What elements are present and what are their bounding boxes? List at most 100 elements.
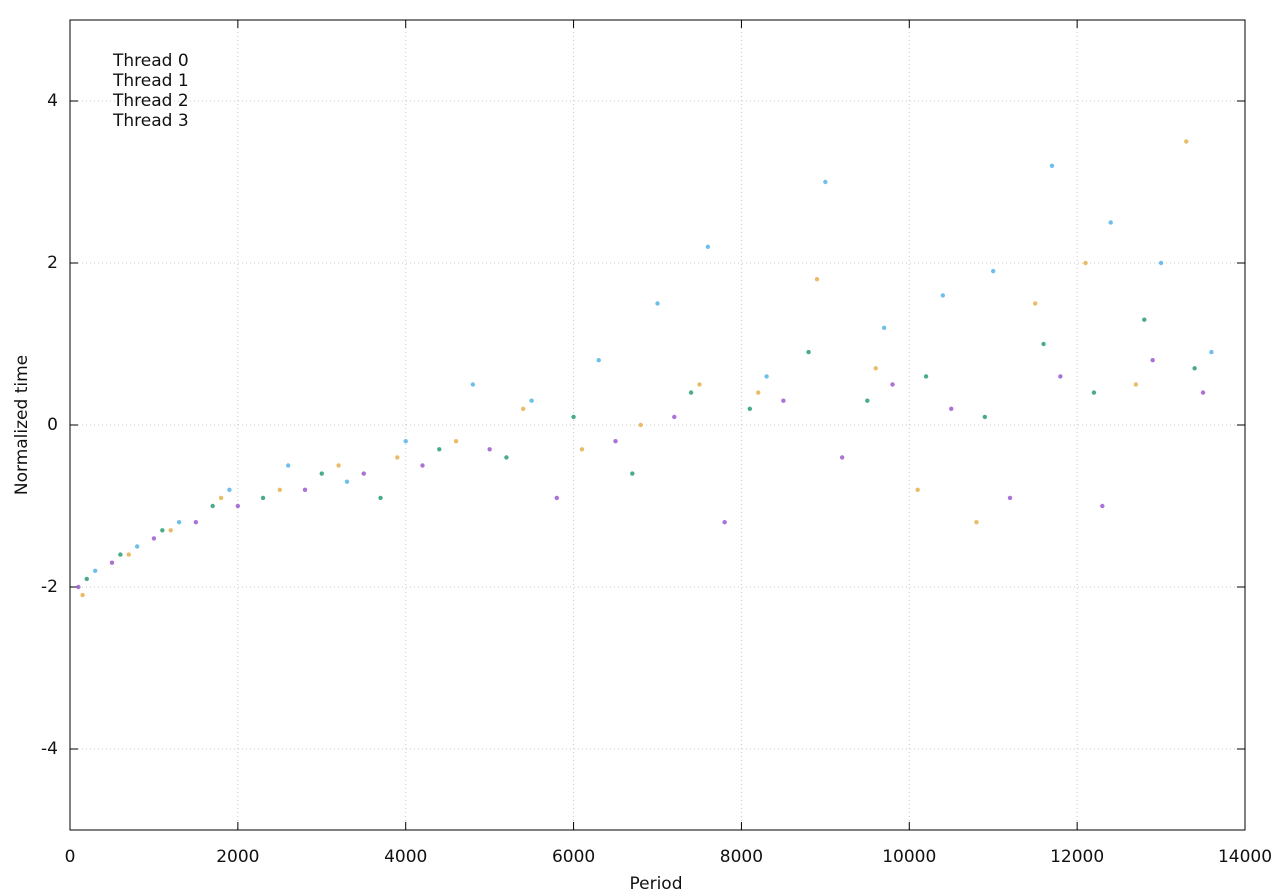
x-tick-label: 10000 bbox=[882, 847, 936, 867]
point bbox=[722, 520, 727, 525]
point bbox=[235, 503, 241, 509]
point bbox=[571, 414, 576, 420]
point bbox=[747, 406, 753, 411]
point bbox=[991, 268, 996, 274]
point bbox=[1209, 349, 1214, 355]
x-tick-label: 2000 bbox=[216, 847, 259, 867]
point bbox=[168, 528, 173, 533]
point bbox=[756, 390, 761, 395]
point bbox=[1158, 260, 1164, 266]
point bbox=[764, 374, 769, 379]
point bbox=[865, 398, 870, 403]
point bbox=[336, 463, 341, 468]
point bbox=[487, 447, 492, 452]
y-tick-label: 4 bbox=[47, 91, 58, 111]
point bbox=[92, 568, 98, 573]
point bbox=[1058, 374, 1063, 379]
point bbox=[630, 471, 635, 476]
x-tick-label: 4000 bbox=[384, 847, 427, 867]
point bbox=[420, 463, 425, 468]
point bbox=[940, 293, 946, 298]
point bbox=[84, 576, 89, 582]
point bbox=[437, 447, 442, 452]
legend-label: Thread 2 bbox=[112, 91, 189, 111]
x-tick-label: 8000 bbox=[720, 847, 763, 867]
point bbox=[118, 552, 123, 557]
point bbox=[529, 398, 534, 403]
legend-label: Thread 1 bbox=[112, 71, 189, 91]
point bbox=[890, 382, 895, 387]
y-tick-label: -4 bbox=[41, 739, 58, 759]
point bbox=[949, 406, 954, 411]
point bbox=[873, 366, 878, 371]
x-tick-label: 12000 bbox=[1050, 847, 1104, 867]
point bbox=[134, 544, 140, 549]
point bbox=[923, 374, 929, 379]
point bbox=[109, 560, 115, 565]
point bbox=[1091, 390, 1097, 395]
point bbox=[210, 503, 215, 509]
point bbox=[319, 471, 324, 476]
point bbox=[705, 244, 711, 249]
point bbox=[1133, 382, 1139, 387]
point bbox=[1032, 301, 1038, 306]
point bbox=[814, 277, 820, 282]
x-axis-label: Period bbox=[629, 874, 682, 894]
point bbox=[218, 495, 224, 501]
point bbox=[1108, 220, 1113, 225]
point bbox=[554, 495, 559, 501]
point bbox=[1007, 495, 1013, 501]
point bbox=[881, 325, 887, 330]
point bbox=[361, 471, 366, 476]
point bbox=[277, 487, 283, 492]
point bbox=[1192, 366, 1197, 371]
point bbox=[839, 455, 845, 460]
y-axis-label: Normalized time bbox=[12, 355, 32, 495]
point bbox=[286, 463, 291, 468]
point bbox=[160, 528, 165, 533]
plot-border bbox=[69, 19, 1246, 831]
point bbox=[126, 552, 131, 557]
point bbox=[504, 455, 509, 460]
point bbox=[470, 382, 476, 387]
point bbox=[193, 520, 199, 525]
point bbox=[1150, 358, 1155, 363]
point bbox=[227, 487, 232, 492]
point bbox=[302, 487, 308, 492]
point bbox=[1083, 260, 1088, 266]
y-tick-label: -2 bbox=[41, 577, 58, 597]
point bbox=[403, 439, 408, 444]
point bbox=[453, 439, 459, 444]
point bbox=[823, 179, 828, 185]
point bbox=[915, 487, 920, 492]
point bbox=[781, 398, 786, 403]
point bbox=[697, 382, 702, 387]
point bbox=[260, 495, 266, 501]
point bbox=[151, 536, 157, 541]
point bbox=[596, 358, 601, 363]
point bbox=[344, 479, 350, 484]
y-tick-label: 0 bbox=[47, 415, 58, 435]
point bbox=[80, 592, 85, 598]
point bbox=[1041, 341, 1046, 347]
point bbox=[1100, 503, 1105, 509]
legend-label: Thread 0 bbox=[112, 51, 189, 71]
point bbox=[579, 447, 585, 452]
point bbox=[378, 495, 383, 501]
point bbox=[974, 520, 979, 525]
x-tick-label: 0 bbox=[65, 847, 76, 867]
point bbox=[638, 422, 643, 428]
point bbox=[76, 584, 81, 590]
x-tick-label: 6000 bbox=[552, 847, 595, 867]
point bbox=[672, 414, 677, 420]
point bbox=[176, 520, 182, 525]
point bbox=[688, 390, 694, 395]
point bbox=[1049, 163, 1055, 168]
y-tick-label: 2 bbox=[47, 253, 58, 273]
point bbox=[395, 455, 400, 460]
point bbox=[613, 439, 618, 444]
point bbox=[521, 406, 526, 411]
x-tick-label: 14000 bbox=[1218, 847, 1272, 867]
point bbox=[982, 414, 988, 420]
point bbox=[1142, 317, 1147, 322]
